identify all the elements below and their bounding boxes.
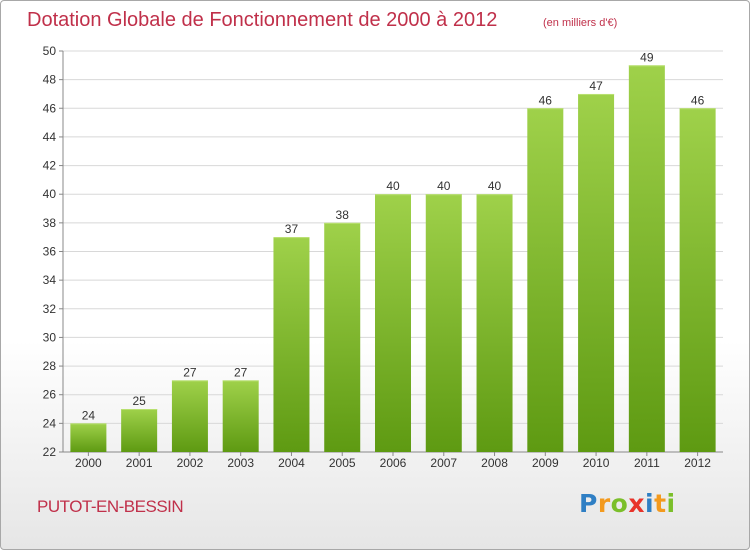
x-tick-label: 2008 xyxy=(481,456,508,470)
x-tick-label: 2001 xyxy=(126,456,153,470)
data-label: 25 xyxy=(132,394,146,408)
y-tick-label: 26 xyxy=(43,388,57,402)
x-tick-label: 2009 xyxy=(532,456,559,470)
x-tick-label: 2006 xyxy=(380,456,407,470)
x-tick-labels: 2000 2001 2002 2003 2004 2005 2006 2007 2008 2009… xyxy=(75,456,711,470)
bar xyxy=(324,222,361,452)
logo-letter: i xyxy=(645,489,655,518)
bar xyxy=(425,194,462,452)
logo-letter: P xyxy=(579,489,598,518)
data-label: 24 xyxy=(82,408,96,422)
data-label: 40 xyxy=(488,179,502,193)
logo-letter: i xyxy=(666,489,676,518)
data-labels: 24 25 27 27 37 38 40 40 40 46 47 49 46 xyxy=(82,50,705,422)
bar xyxy=(171,380,208,452)
x-tick-label: 2007 xyxy=(430,456,457,470)
bar xyxy=(527,108,564,453)
x-tick-label: 2003 xyxy=(227,456,254,470)
data-label: 38 xyxy=(336,208,350,222)
y-tick-label: 42 xyxy=(43,159,57,173)
y-tick-label: 22 xyxy=(43,445,57,459)
y-tick-label: 30 xyxy=(43,330,57,344)
bar xyxy=(375,194,411,452)
x-tick-label: 2002 xyxy=(177,456,204,470)
logo-letter: t xyxy=(654,489,667,518)
bar xyxy=(273,237,310,452)
x-tick-label: 2010 xyxy=(583,456,610,470)
data-label: 47 xyxy=(589,79,603,93)
y-tick-label: 38 xyxy=(43,216,57,230)
chart-title: Dotation Globale de Fonctionnement de 20… xyxy=(27,9,498,31)
x-tick-label: 2005 xyxy=(329,456,356,470)
chart-unit: (en milliers d'€) xyxy=(543,17,618,29)
data-label: 46 xyxy=(691,93,705,107)
bar xyxy=(679,108,716,453)
y-tick-label: 24 xyxy=(43,416,57,430)
data-label: 27 xyxy=(234,365,248,379)
data-label: 46 xyxy=(539,93,553,107)
y-tick-label: 46 xyxy=(43,101,57,115)
bar xyxy=(476,194,513,452)
bar xyxy=(121,409,158,452)
y-tick-label: 28 xyxy=(43,359,57,373)
x-tick-label: 2012 xyxy=(684,456,711,470)
y-tick-label: 34 xyxy=(43,273,57,287)
bar xyxy=(222,380,259,452)
y-tick-label: 32 xyxy=(43,302,57,316)
bar xyxy=(70,423,107,452)
x-tick-label: 2000 xyxy=(75,456,102,470)
bars xyxy=(70,65,716,453)
y-tick-label: 50 xyxy=(43,44,57,58)
commune-name: PUTOT-EN-BESSIN xyxy=(37,497,184,516)
data-label: 40 xyxy=(437,179,451,193)
logo-letter: x xyxy=(628,489,645,518)
y-tick-label: 44 xyxy=(43,130,57,144)
y-tick-label: 48 xyxy=(43,73,57,87)
y-tick-label: 36 xyxy=(43,245,57,259)
bar xyxy=(628,65,665,453)
logo-letter: r xyxy=(597,489,611,518)
x-tick-label: 2011 xyxy=(634,456,660,470)
proxiti-logo: Proxiti xyxy=(579,489,676,518)
y-tick-label: 40 xyxy=(43,187,57,201)
bar xyxy=(578,93,615,452)
y-tick-labels: 22 24 26 28 30 32 34 36 38 40 42 44 46 48 50 xyxy=(43,44,57,459)
data-label: 49 xyxy=(640,50,654,64)
x-tick-label: 2004 xyxy=(278,456,305,470)
data-label: 40 xyxy=(386,179,400,193)
logo-letter: o xyxy=(610,489,629,518)
data-label: 27 xyxy=(183,365,197,379)
data-label: 37 xyxy=(285,222,299,236)
